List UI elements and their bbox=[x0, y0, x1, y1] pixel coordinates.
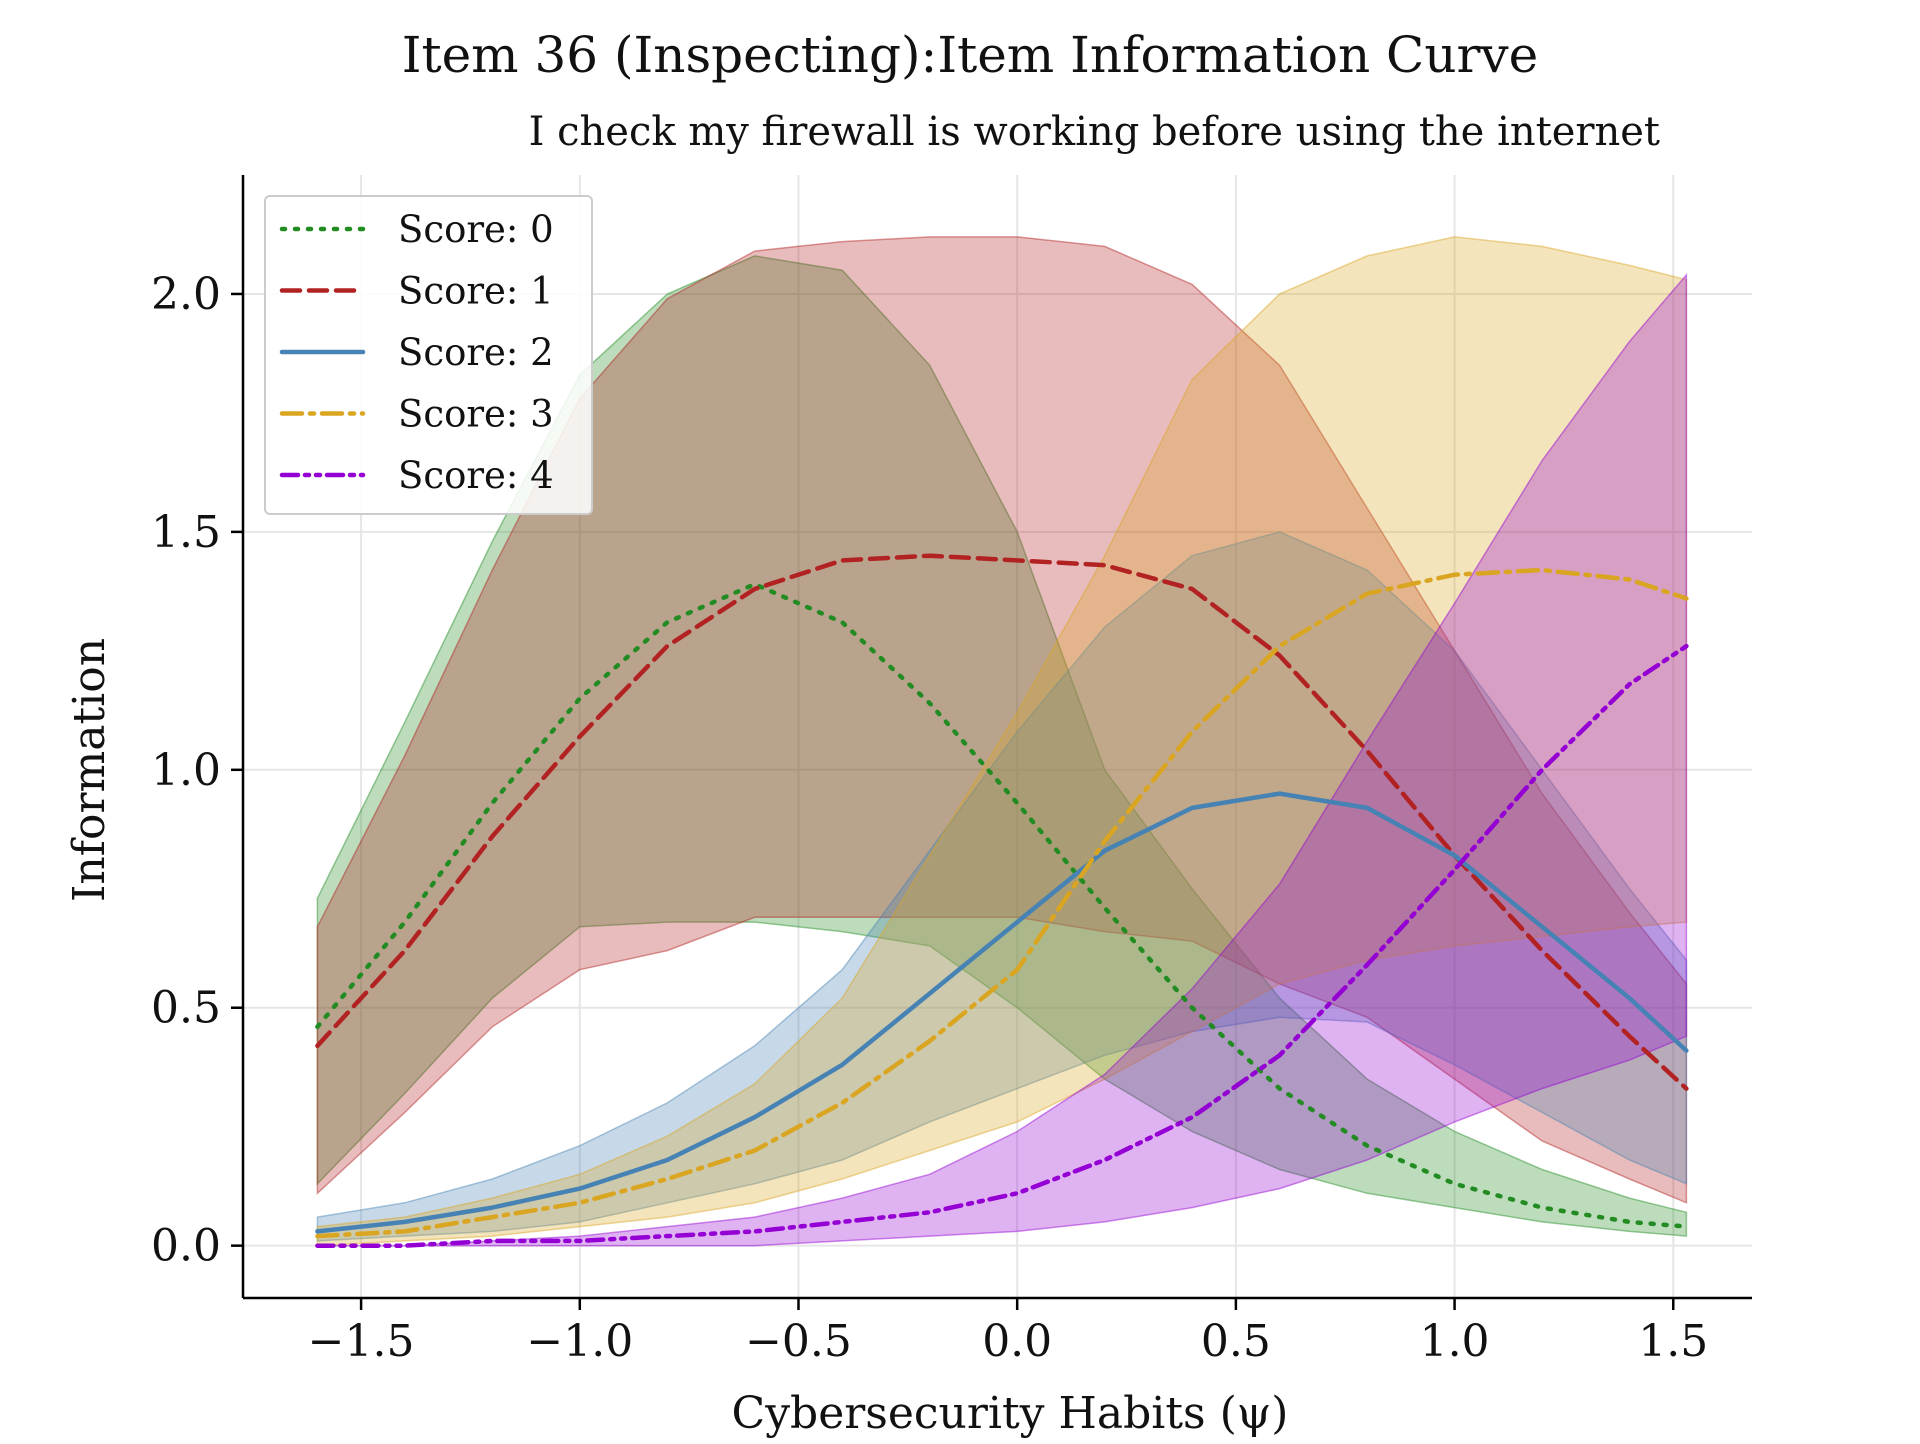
ticks: −1.5 −1.0 −0.5 0.0 0.5 1.0 1.5 0.0 0.5 1.0 1.5 2.0 bbox=[151, 269, 1708, 1367]
legend-label-3: Score: 3 bbox=[398, 393, 554, 436]
line-score-3 bbox=[315, 567, 1689, 1239]
y-tick-label-4: 2.0 bbox=[151, 269, 221, 320]
chart-subtitle: I check my firewall is working before us… bbox=[529, 109, 1660, 155]
y-tick-label-1: 0.5 bbox=[151, 983, 221, 1034]
band-score-4 bbox=[317, 272, 1688, 1247]
line-score-2 bbox=[315, 791, 1689, 1234]
legend-label-4: Score: 4 bbox=[398, 454, 554, 497]
legend: Score: 0 Score: 1 Score: 2 Score: 3 Score: 4 bbox=[264, 195, 593, 515]
band-score-0 bbox=[316, 255, 1688, 1237]
legend-box bbox=[264, 195, 593, 515]
band-score-3 bbox=[316, 236, 1688, 1247]
y-tick-label-0: 0.0 bbox=[151, 1221, 221, 1272]
axes bbox=[241, 175, 1752, 1300]
y-tick-label-3: 1.5 bbox=[151, 507, 221, 558]
legend-label-0: Score: 0 bbox=[398, 208, 554, 251]
x-tick-label-3: 0.0 bbox=[982, 1316, 1052, 1367]
series-lines bbox=[315, 553, 1689, 1248]
x-axis-label: Cybersecurity Habits (ψ) bbox=[732, 1388, 1289, 1439]
x-tick-label-0: −1.5 bbox=[308, 1316, 415, 1367]
x-tick-label-5: 1.0 bbox=[1420, 1316, 1490, 1367]
band-score-1 bbox=[316, 236, 1688, 1204]
x-tick-label-6: 1.5 bbox=[1638, 1316, 1708, 1367]
chart-title: Item 36 (Inspecting):Item Information Cu… bbox=[402, 26, 1539, 84]
x-tick-label-4: 0.5 bbox=[1201, 1316, 1271, 1367]
line-score-1 bbox=[315, 553, 1689, 1091]
x-tick-label-2: −0.5 bbox=[745, 1316, 852, 1367]
x-tick-label-1: −1.0 bbox=[526, 1316, 633, 1367]
line-score-4 bbox=[315, 643, 1689, 1248]
legend-label-1: Score: 1 bbox=[398, 270, 554, 313]
y-axis-label: Information bbox=[64, 638, 115, 902]
legend-label-2: Score: 2 bbox=[398, 331, 554, 374]
band-score-2 bbox=[316, 531, 1688, 1242]
y-tick-label-2: 1.0 bbox=[151, 745, 221, 796]
line-score-0 bbox=[315, 581, 1689, 1229]
confidence-bands bbox=[316, 236, 1688, 1247]
